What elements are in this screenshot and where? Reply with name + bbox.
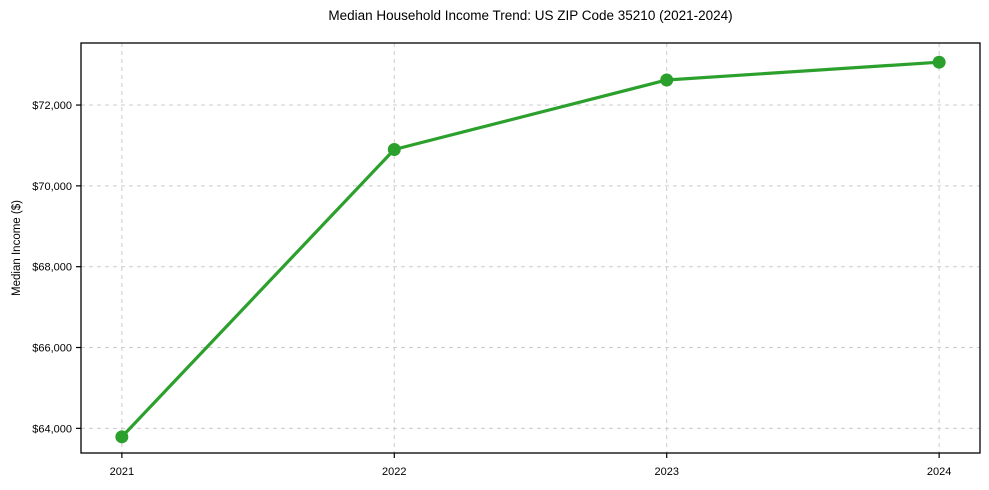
x-tick-label: 2023 [654, 466, 678, 478]
y-tick-label: $70,000 [32, 181, 72, 193]
data-point-marker [932, 55, 946, 69]
y-tick-label: $68,000 [32, 262, 72, 274]
data-point-marker [660, 73, 674, 87]
plot-border [80, 42, 981, 454]
x-tick-label: 2022 [382, 466, 406, 478]
y-tick-label: $72,000 [32, 100, 72, 112]
data-point-marker [115, 430, 129, 444]
data-series-line [120, 60, 941, 439]
x-tick-label: 2021 [110, 466, 134, 478]
x-tick-label: 2024 [927, 466, 951, 478]
data-point-marker [387, 142, 401, 156]
chart-title: Median Household Income Trend: US ZIP Co… [328, 8, 733, 23]
y-tick-label: $66,000 [32, 343, 72, 355]
y-tick-label: $64,000 [32, 423, 72, 435]
